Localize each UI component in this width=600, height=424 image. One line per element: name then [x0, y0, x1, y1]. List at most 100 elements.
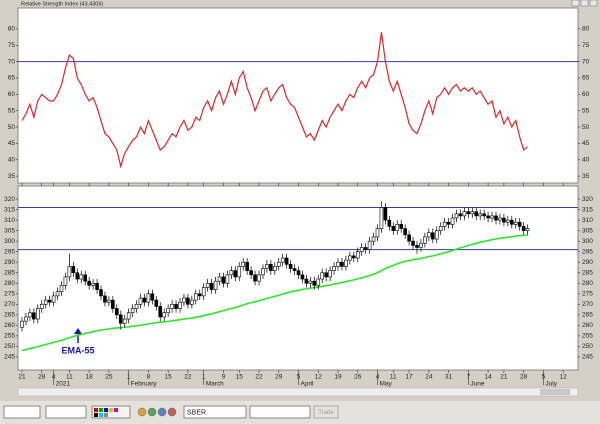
dropdown[interactable] — [45, 405, 87, 419]
candle-body — [324, 272, 328, 278]
candle-body — [446, 221, 451, 225]
color-swatch[interactable] — [99, 413, 103, 417]
candle-body — [186, 297, 190, 305]
y-tick-label: 315 — [582, 206, 593, 213]
candle-body — [111, 299, 115, 309]
tool-icon[interactable] — [167, 407, 177, 417]
color-swatch[interactable] — [109, 408, 113, 412]
dropdown[interactable] — [249, 405, 311, 419]
candle-body — [249, 270, 253, 276]
y-tick-label: 35 — [582, 173, 590, 180]
candle-body — [67, 266, 72, 278]
x-tick-label: 8 — [147, 374, 151, 381]
x-tick-label: 28 — [38, 374, 46, 381]
y-tick-label: 60 — [8, 91, 16, 98]
candle-body — [32, 312, 36, 320]
candle-body — [312, 280, 317, 286]
y-tick-label: 265 — [582, 312, 593, 319]
x-tick-label: 17 — [405, 374, 413, 381]
y-tick-label: 45 — [8, 140, 16, 147]
candle-body — [146, 293, 151, 303]
candle-body — [154, 299, 159, 307]
candle-body — [107, 299, 111, 303]
annotation-text: EMA-55 — [61, 345, 94, 355]
tool-icon[interactable] — [147, 407, 157, 417]
candle-body — [411, 240, 415, 246]
month-label: June — [470, 381, 484, 388]
y-tick-label: 255 — [582, 333, 593, 340]
candle-body — [194, 293, 198, 301]
candle-body — [118, 314, 123, 324]
candle-body — [190, 299, 194, 305]
candle-body — [336, 261, 340, 267]
color-swatch[interactable] — [94, 413, 98, 417]
y-tick-label: 310 — [4, 217, 15, 224]
candle-body — [142, 297, 147, 303]
maximize-button[interactable] — [580, 0, 589, 7]
y-tick-label: 50 — [8, 124, 16, 131]
minimize-button[interactable] — [571, 0, 580, 7]
x-tick-label: 19 — [334, 374, 342, 381]
candle-body — [170, 304, 174, 309]
candle-body — [134, 304, 139, 309]
candle-body — [450, 217, 455, 225]
candle-body — [423, 236, 427, 244]
candle-body — [359, 247, 364, 252]
candle-body — [43, 299, 48, 305]
close-button[interactable] — [589, 0, 598, 7]
candle-body — [269, 264, 273, 271]
candle-body — [150, 293, 155, 301]
x-tick-label: 18 — [86, 374, 94, 381]
candle-body — [348, 255, 352, 261]
candle-body — [466, 211, 471, 215]
candle-body — [272, 266, 277, 271]
y-tick-label: 275 — [4, 291, 15, 298]
candle-body — [300, 274, 305, 280]
dropdown[interactable] — [3, 405, 41, 419]
candle-body — [91, 282, 95, 286]
y-tick-label: 300 — [582, 238, 593, 245]
color-swatch[interactable] — [114, 408, 118, 412]
y-tick-label: 295 — [582, 248, 593, 255]
price-panel — [17, 185, 579, 371]
candle-body — [103, 295, 107, 303]
y-tick-label: 250 — [582, 343, 593, 350]
candle-body — [379, 207, 384, 229]
window-buttons[interactable] — [571, 0, 598, 7]
candle-body — [308, 280, 313, 284]
trade-button[interactable] — [313, 405, 339, 419]
y-tick-label: 35 — [8, 173, 16, 180]
color-swatch[interactable] — [104, 413, 108, 417]
x-tick-label: 14 — [484, 374, 492, 381]
candle-body — [209, 282, 214, 290]
month-label: February — [131, 381, 158, 388]
annotation-arrowhead — [74, 328, 82, 334]
x-tick-label: 28 — [520, 374, 528, 381]
candle-body — [182, 297, 186, 303]
color-swatch[interactable] — [104, 408, 108, 412]
symbol-box[interactable] — [183, 405, 247, 419]
color-swatch[interactable] — [94, 408, 98, 412]
y-tick-label: 250 — [4, 343, 15, 350]
y-tick-label: 245 — [582, 354, 593, 361]
y-tick-label: 65 — [582, 75, 590, 82]
candle-body — [213, 280, 218, 290]
y-tick-label: 60 — [582, 91, 590, 98]
scrollbar[interactable] — [17, 387, 579, 397]
tool-icon[interactable] — [137, 407, 147, 417]
scroll-thumb[interactable] — [540, 389, 570, 395]
color-swatch[interactable] — [99, 408, 103, 412]
candle-body — [87, 280, 91, 286]
candle-body — [28, 312, 32, 318]
x-tick-label: 22 — [184, 374, 192, 381]
y-tick-label: 70 — [8, 58, 16, 65]
candle-body — [241, 261, 245, 267]
x-tick-label: 26 — [354, 374, 362, 381]
y-tick-label: 270 — [4, 301, 15, 308]
tool-icon[interactable] — [157, 407, 167, 417]
x-tick-label: 11 — [390, 374, 397, 381]
candle-body — [438, 226, 443, 231]
candle-body — [415, 245, 419, 248]
candle-body — [99, 289, 103, 297]
